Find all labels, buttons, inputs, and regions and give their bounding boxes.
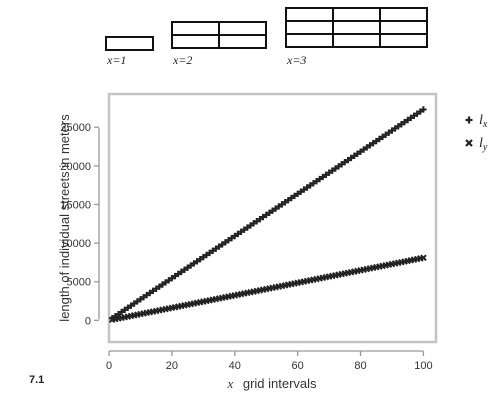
grid-examples: x=1 x=2 x=3 — [105, 7, 428, 67]
legend-marker — [465, 116, 473, 124]
x-axis-variable: x — [226, 376, 233, 391]
series-lx — [108, 106, 427, 322]
figure-label: 7.1 — [29, 374, 44, 386]
x-axis-label: x grid intervals — [226, 376, 317, 391]
y-tick-label: 25000 — [60, 122, 91, 134]
legend-marker — [465, 139, 473, 147]
grid-example-label: x=2 — [172, 53, 192, 67]
x-tick-label: 100 — [414, 360, 432, 372]
y-tick-label: 15000 — [60, 199, 91, 211]
legend-subscript: y — [482, 142, 488, 153]
grid-example-label: x=3 — [286, 53, 306, 67]
x-tick-label: 20 — [166, 360, 178, 372]
y-tick-label: 0 — [85, 315, 91, 327]
plot-frame — [107, 92, 438, 344]
series-ly — [108, 254, 427, 324]
data-point — [420, 254, 427, 262]
legend-subscript: x — [482, 119, 488, 130]
x-tick-label: 40 — [229, 360, 241, 372]
y-tick-label: 10000 — [60, 238, 91, 250]
grid-example-2: x=2 — [171, 21, 267, 67]
grid-example-outline — [285, 7, 428, 48]
x-tick-label: 80 — [354, 360, 366, 372]
data-point — [420, 106, 427, 113]
y-tick-label: 5000 — [67, 277, 91, 289]
series-layer — [108, 106, 427, 324]
grid-example-1: x=1 — [105, 36, 154, 67]
grid-example-3: x=3 — [285, 7, 428, 67]
x-axis-title: grid intervals — [243, 376, 317, 391]
legend-item-lx: lx — [465, 113, 488, 130]
legend-label: lx — [479, 113, 488, 130]
legend-label: ly — [479, 136, 488, 153]
x-tick-label: 0 — [106, 360, 112, 372]
y-tick-label: 20000 — [60, 161, 91, 173]
y-axis-label: length of individual streets in meters — [57, 114, 72, 322]
legend: lx ly — [465, 113, 488, 153]
grid-example-outline — [105, 36, 154, 51]
x-axis: 0 20 40 60 80 100 — [106, 350, 433, 372]
x-tick-label: 60 — [292, 360, 304, 372]
grid-example-label: x=1 — [106, 53, 126, 67]
legend-item-ly: ly — [465, 136, 488, 153]
y-axis: 0 5000 10000 15000 20000 25000 — [60, 122, 100, 327]
